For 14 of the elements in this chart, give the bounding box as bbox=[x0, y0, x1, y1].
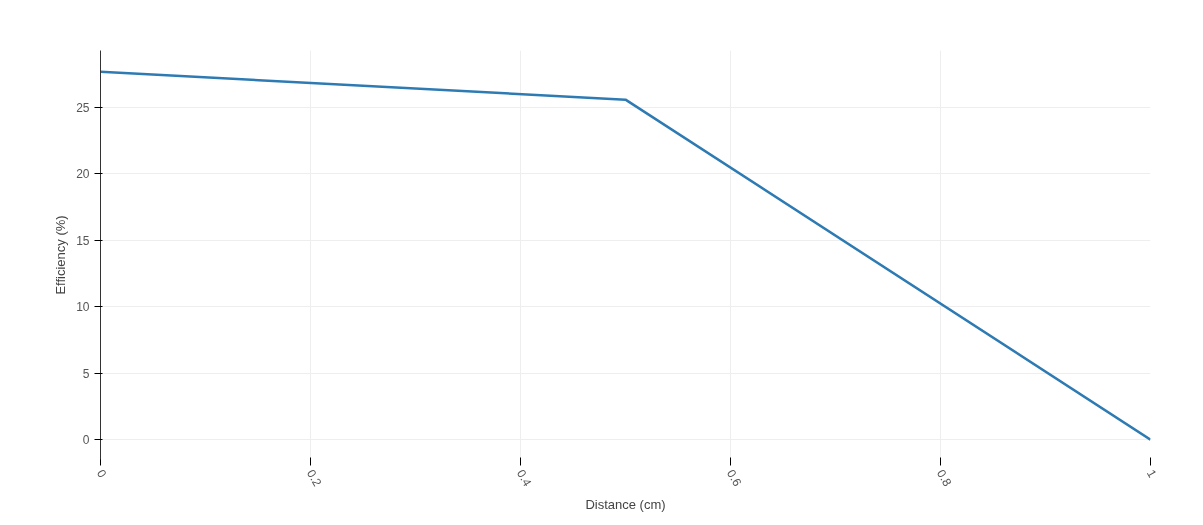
y-axis-title: Efficiency (%) bbox=[53, 215, 69, 295]
y-tick-label: 20 bbox=[76, 167, 90, 182]
y-tick-label: 5 bbox=[82, 366, 90, 381]
y-tick-label: 0 bbox=[82, 433, 90, 448]
y-tick-label: 25 bbox=[76, 101, 90, 116]
x-tick-label: 0.4 bbox=[514, 467, 535, 489]
x-tick-label: 1 bbox=[1144, 467, 1160, 481]
x-tick-label: 0.8 bbox=[934, 467, 955, 489]
x-tick-label: 0 bbox=[94, 467, 110, 481]
y-tick-label: 15 bbox=[76, 233, 90, 248]
x-tick-label: 0.2 bbox=[304, 467, 325, 489]
x-tick-label: 0.6 bbox=[724, 467, 745, 489]
y-tick-label: 10 bbox=[76, 300, 90, 315]
x-axis-title: Distance (cm) bbox=[585, 497, 666, 513]
